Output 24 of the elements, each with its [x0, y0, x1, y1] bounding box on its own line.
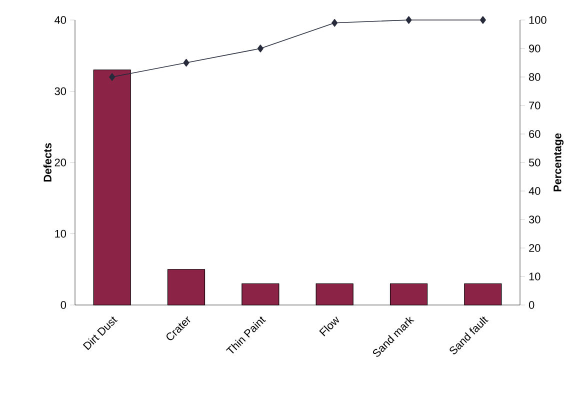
y2-tick-label: 90: [529, 44, 540, 52]
y-axis-title: Defects: [43, 143, 52, 182]
point: [406, 16, 412, 24]
y-tick-label: 20: [54, 158, 66, 166]
y2-tick-label: 30: [528, 216, 540, 224]
y2-tick-label: 60: [529, 130, 540, 138]
y2-tick-label: 100: [529, 16, 546, 24]
y2-tick-label: 20: [529, 244, 540, 252]
y-tick-label: 30: [54, 87, 66, 96]
point: [109, 73, 116, 81]
y2-axis-title: Percentage: [554, 133, 564, 192]
point: [183, 58, 190, 67]
y-tick-label: 10: [55, 230, 66, 238]
y2-tick-label: 40: [528, 187, 540, 195]
point: [257, 44, 264, 52]
y-tick-label: 40: [54, 16, 66, 24]
y2-tick-label: 80: [529, 73, 540, 81]
y2-tick-label: 50: [528, 158, 540, 166]
y2-tick-label: 10: [529, 272, 540, 280]
point: [480, 16, 486, 24]
y2-tick-label: 70: [529, 102, 540, 110]
y2-tick-label: 0: [528, 301, 534, 309]
point: [332, 18, 338, 27]
y-tick-label: 0: [60, 301, 66, 309]
